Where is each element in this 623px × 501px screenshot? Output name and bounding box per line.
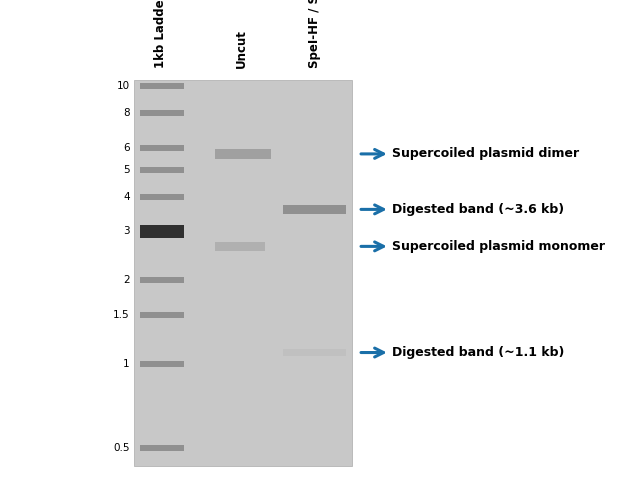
Bar	[140, 278, 184, 284]
Bar	[140, 445, 184, 451]
Text: 8: 8	[123, 108, 130, 118]
Text: Supercoiled plasmid dimer: Supercoiled plasmid dimer	[361, 147, 579, 160]
Bar	[140, 312, 184, 318]
Text: Supercoiled plasmid monomer: Supercoiled plasmid monomer	[361, 240, 606, 253]
Bar	[140, 194, 184, 200]
Text: 1: 1	[123, 359, 130, 369]
Text: Digested band (~3.6 kb): Digested band (~3.6 kb)	[361, 203, 564, 216]
Bar	[140, 110, 184, 116]
Bar	[283, 204, 346, 214]
Bar	[134, 80, 352, 466]
Bar	[283, 349, 346, 356]
Text: SpeI-HF / SbfI-HF: SpeI-HF / SbfI-HF	[308, 0, 321, 68]
Bar	[140, 361, 184, 367]
Text: 5: 5	[123, 165, 130, 175]
Text: 2: 2	[123, 276, 130, 286]
Text: 1kb Ladder: 1kb Ladder	[155, 0, 167, 68]
Bar	[140, 225, 184, 238]
Bar	[215, 242, 265, 251]
Bar	[140, 145, 184, 151]
Text: Uncut: Uncut	[235, 29, 248, 68]
Text: 3: 3	[123, 226, 130, 236]
Bar	[140, 83, 184, 89]
Text: 4: 4	[123, 192, 130, 202]
Text: 10: 10	[117, 81, 130, 91]
Bar	[215, 148, 271, 159]
Text: 1.5: 1.5	[113, 310, 130, 320]
Text: 0.5: 0.5	[113, 443, 130, 453]
Text: 6: 6	[123, 143, 130, 153]
Bar	[140, 167, 184, 173]
Text: Digested band (~1.1 kb): Digested band (~1.1 kb)	[361, 346, 565, 359]
